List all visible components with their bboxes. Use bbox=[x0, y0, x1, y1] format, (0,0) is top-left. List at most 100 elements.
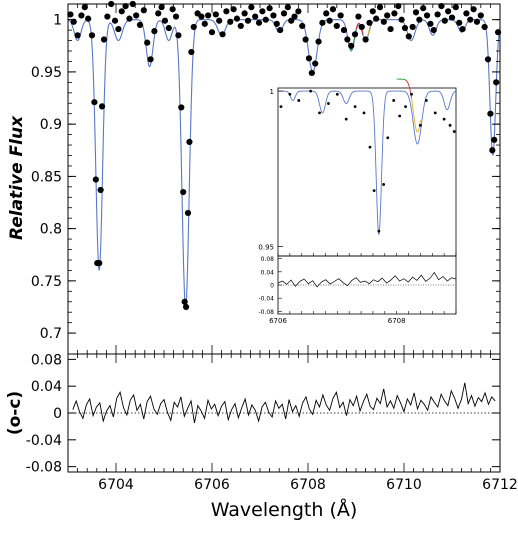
data-point-15 bbox=[108, 0, 115, 8]
inset-model-curve bbox=[278, 90, 456, 236]
inset-point-19 bbox=[419, 123, 422, 127]
data-point-74 bbox=[305, 55, 313, 62]
inset-point-24 bbox=[452, 130, 456, 133]
inset-model-line bbox=[278, 90, 456, 236]
inset-x-ticks: 6706 6708 bbox=[269, 253, 457, 325]
data-point-110 bbox=[434, 11, 441, 18]
data-point-121 bbox=[473, 18, 481, 25]
data-point-29 bbox=[158, 4, 165, 11]
data-point-55 bbox=[237, 22, 244, 30]
resid-y-tick-label-1: 0.04 bbox=[31, 379, 62, 395]
data-point-61 bbox=[259, 8, 266, 15]
data-point-76 bbox=[312, 60, 319, 67]
inset-fit-highlights bbox=[396, 78, 421, 133]
inset-resid-y-tick-label-4: -0.08 bbox=[258, 309, 274, 316]
data-point-40 bbox=[186, 138, 193, 146]
data-point-16 bbox=[111, 17, 119, 24]
inset-y-ticks: 10.95 bbox=[258, 88, 283, 252]
data-point-17 bbox=[115, 25, 122, 33]
y-tick-label-2: 0.8 bbox=[40, 222, 62, 238]
x-tick-label-3: 6710 bbox=[386, 477, 422, 493]
data-point-96 bbox=[384, 12, 391, 19]
data-point-60 bbox=[255, 19, 263, 26]
data-point-122 bbox=[477, 12, 484, 19]
data-point-0 bbox=[67, 11, 74, 18]
data-point-83 bbox=[337, 12, 344, 19]
inset-residual-line bbox=[277, 271, 457, 288]
data-point-4 bbox=[81, 4, 88, 11]
inset-x-tick-label-0: 6706 bbox=[269, 317, 287, 325]
resid-y-tick-label-4: -0.08 bbox=[26, 460, 62, 476]
data-point-129 bbox=[494, 29, 502, 36]
inset-point-1 bbox=[288, 92, 292, 96]
data-point-120 bbox=[470, 6, 477, 13]
data-point-31 bbox=[165, 24, 172, 32]
data-point-85 bbox=[344, 36, 351, 43]
inset-residual-curve bbox=[277, 271, 457, 288]
data-point-28 bbox=[155, 10, 162, 17]
data-point-35 bbox=[178, 104, 185, 111]
data-point-70 bbox=[291, 13, 298, 20]
y-tick-label-5: 0.95 bbox=[31, 65, 62, 81]
data-point-25 bbox=[144, 39, 151, 46]
data-point-86 bbox=[348, 42, 355, 49]
data-point-7 bbox=[91, 99, 98, 106]
data-point-52 bbox=[227, 18, 234, 25]
data-point-107 bbox=[423, 12, 431, 19]
y-tick-label-0: 0.7 bbox=[40, 326, 62, 342]
data-point-79 bbox=[323, 10, 330, 17]
data-point-2 bbox=[74, 32, 81, 39]
inset-point-17 bbox=[404, 105, 407, 109]
data-point-18 bbox=[118, 8, 125, 15]
data-point-109 bbox=[430, 27, 437, 34]
data-point-49 bbox=[216, 17, 223, 24]
residual-y-axis-title: (o-c) bbox=[5, 391, 25, 435]
inset-x-tick-label-1: 6708 bbox=[388, 317, 406, 325]
data-point-3 bbox=[78, 12, 85, 19]
data-point-89 bbox=[358, 23, 365, 31]
data-point-11 bbox=[97, 186, 104, 194]
inset-background bbox=[278, 88, 456, 318]
y-axis-title: Relative Flux bbox=[7, 115, 27, 240]
data-point-20 bbox=[126, 15, 133, 22]
main-observed-points bbox=[67, 0, 502, 311]
data-point-46 bbox=[205, 12, 212, 19]
data-point-39 bbox=[184, 209, 192, 217]
inset-point-16 bbox=[398, 114, 402, 118]
inset-point-14 bbox=[386, 136, 390, 140]
inset-highlight-0 bbox=[396, 78, 406, 81]
data-point-45 bbox=[201, 20, 208, 27]
data-point-47 bbox=[208, 29, 216, 36]
data-point-26 bbox=[147, 56, 154, 63]
residual-curve bbox=[72, 382, 496, 424]
data-point-56 bbox=[241, 10, 248, 17]
data-point-37 bbox=[181, 298, 188, 305]
data-point-91 bbox=[366, 19, 373, 26]
data-point-123 bbox=[481, 23, 488, 31]
main-y-ticks: 0.7 0.75 0.8 0.85 0.9 0.95 1 bbox=[31, 13, 500, 342]
main-x-ticks bbox=[67, 4, 501, 354]
data-point-6 bbox=[88, 32, 96, 39]
data-point-111 bbox=[438, 2, 445, 10]
data-point-104 bbox=[412, 9, 420, 16]
inset-resid-y-tick-label-0: 0.08 bbox=[261, 256, 275, 263]
inset-point-11 bbox=[372, 189, 376, 193]
data-point-10 bbox=[96, 260, 103, 267]
data-point-41 bbox=[188, 48, 195, 56]
data-point-81 bbox=[329, 6, 337, 13]
data-point-1 bbox=[70, 18, 77, 25]
data-point-44 bbox=[198, 13, 205, 20]
data-point-48 bbox=[212, 11, 219, 18]
data-point-101 bbox=[401, 24, 409, 32]
inset-point-10 bbox=[368, 145, 372, 149]
inset-point-8 bbox=[353, 105, 357, 109]
data-point-54 bbox=[233, 15, 241, 22]
residual-panel: 0.08 0.04 0 -0.04 -0.08 6704 6706 6708 6710 6712 bbox=[26, 352, 518, 493]
inset-point-0 bbox=[279, 105, 283, 109]
data-point-117 bbox=[459, 25, 466, 33]
x-tick-label-4: 6712 bbox=[482, 477, 518, 493]
inset-resid-y-tick-label-2: 0 bbox=[270, 283, 274, 290]
data-point-65 bbox=[273, 20, 280, 27]
data-point-5 bbox=[85, 15, 92, 22]
